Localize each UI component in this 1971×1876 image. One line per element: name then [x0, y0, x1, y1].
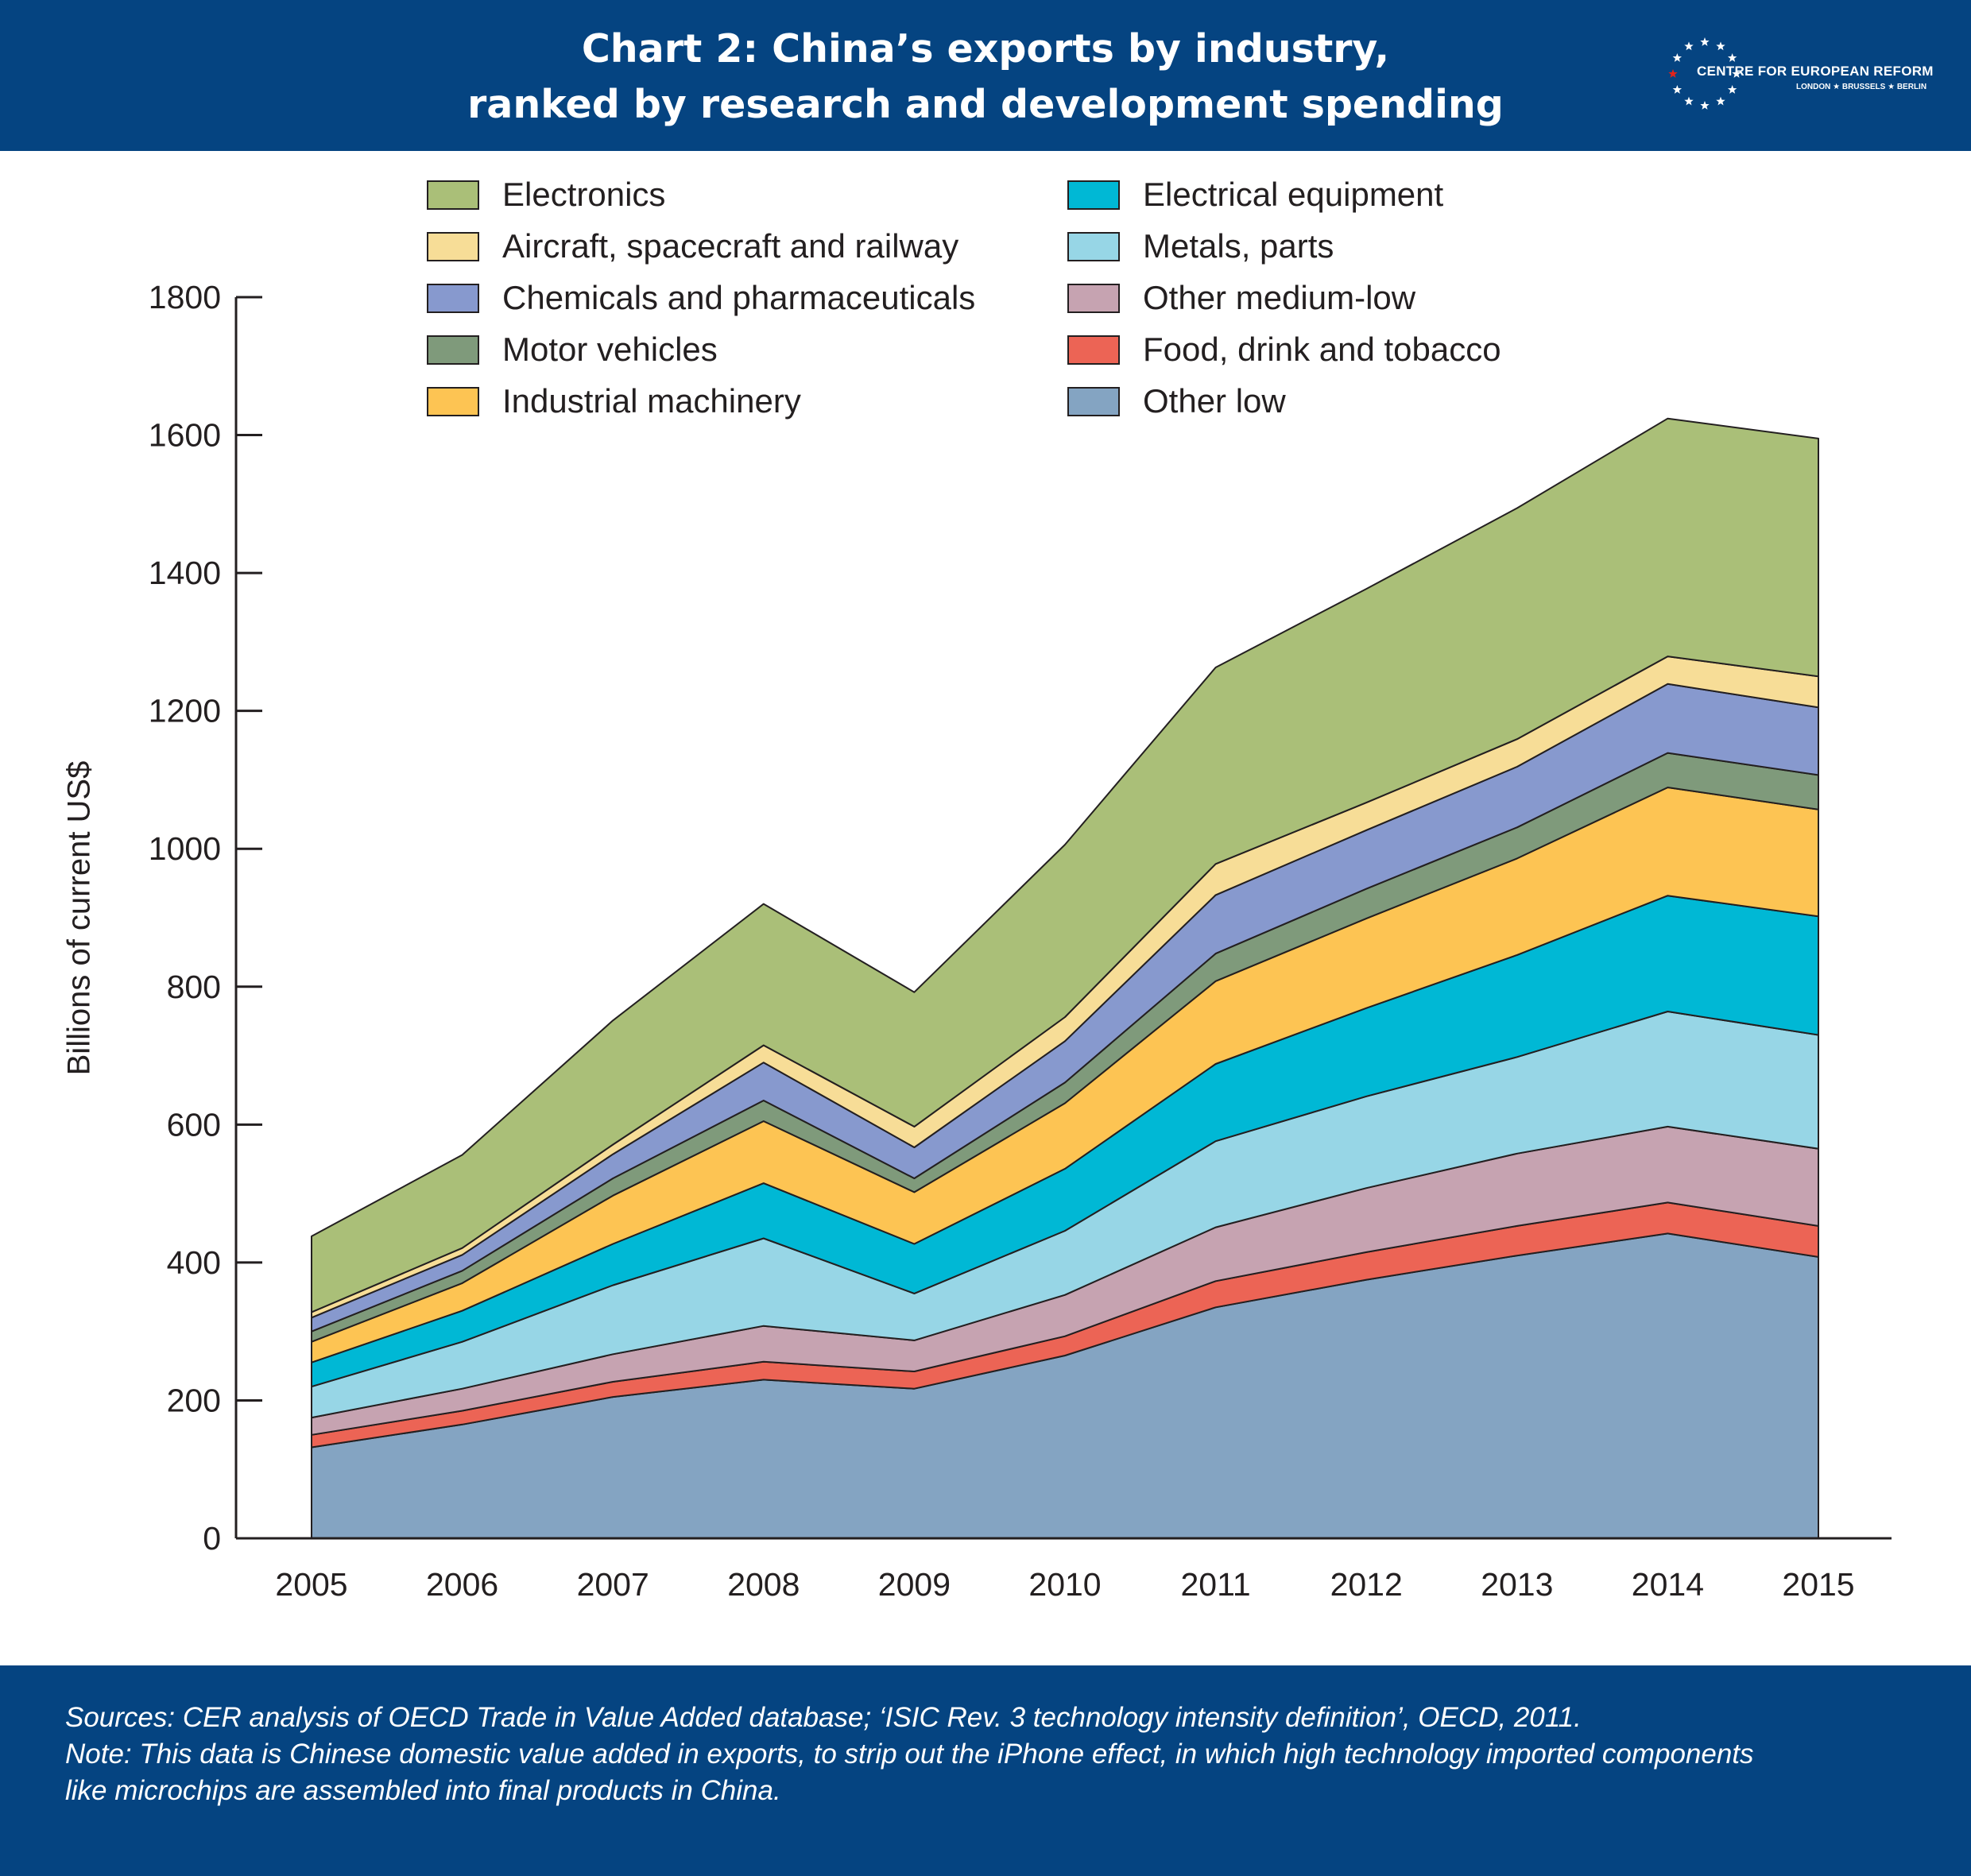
legend-swatch-other-low — [1067, 387, 1120, 416]
logo-star — [1732, 69, 1741, 78]
x-tick-label: 2011 — [1181, 1566, 1251, 1603]
legend-label-food-drink-and-tobacco: Food, drink and tobacco — [1143, 331, 1501, 368]
eu-star-circle-icon — [1668, 37, 1741, 110]
logo-star — [1684, 96, 1694, 106]
stacked-area-chart: 0 200 400 600 800 1000 1200 1400 1600 1800 2005 200… — [149, 176, 1892, 1603]
legend-swatch-food-drink-and-tobacco — [1067, 335, 1120, 365]
x-tick-label: 2005 — [275, 1566, 347, 1603]
legend-swatch-electrical-equipment — [1067, 180, 1120, 210]
logo-star — [1716, 96, 1725, 106]
logo-star — [1716, 41, 1725, 51]
cer-logo: CENTRE FOR EUROPEAN REFORM LONDON ★ BRUS… — [1661, 30, 1947, 118]
legend-label-aircraft-spacecraft-and-railway: Aircraft, spacecraft and railway — [502, 227, 958, 265]
legend-label-metals-parts: Metals, parts — [1143, 227, 1334, 265]
area-electronics — [311, 417, 1819, 1313]
logo-star — [1700, 37, 1710, 46]
logo-name: CENTRE FOR EUROPEAN REFORM — [1697, 64, 1934, 79]
legend-swatch-metals-parts — [1067, 232, 1120, 261]
y-tick-label: 600 — [167, 1106, 221, 1143]
legend-swatch-other-medium-low — [1067, 284, 1120, 313]
logo-star — [1727, 85, 1737, 94]
x-tick-label: 2007 — [577, 1566, 649, 1603]
y-tick-label: 1400 — [149, 555, 221, 591]
x-tick-label: 2009 — [878, 1566, 951, 1603]
note-line-1: Note: This data is Chinese domestic valu… — [65, 1739, 1754, 1770]
legend-label-industrial-machinery: Industrial machinery — [502, 382, 801, 420]
chart-areas — [311, 417, 1819, 1539]
legend-label-electronics: Electronics — [502, 176, 665, 213]
legend-swatch-motor-vehicles — [427, 335, 479, 365]
x-tick-label: 2012 — [1330, 1566, 1403, 1603]
legend-label-chemicals-and-pharmaceuticals: Chemicals and pharmaceuticals — [502, 279, 975, 316]
legend-swatch-chemicals-and-pharmaceuticals — [427, 284, 479, 313]
y-tick-label: 0 — [203, 1520, 221, 1557]
y-axis-label: Billions of current US$ — [61, 760, 97, 1075]
footer-banner: Sources: CER analysis of OECD Trade in V… — [0, 1665, 1971, 1876]
x-tick-label: 2013 — [1481, 1566, 1553, 1603]
x-tick-label: 2010 — [1028, 1566, 1101, 1603]
note-line-2: like microchips are assembled into final… — [65, 1775, 781, 1806]
y-tick-label: 200 — [167, 1382, 221, 1418]
y-tick-label: 1200 — [149, 693, 221, 729]
legend-swatch-industrial-machinery — [427, 387, 479, 416]
logo-star — [1700, 101, 1710, 110]
chart-title-line-1: Chart 2: China’s exports by industry, — [581, 26, 1390, 72]
x-tick-label: 2015 — [1782, 1566, 1854, 1603]
logo-star — [1684, 41, 1694, 51]
chart-axes: 0 200 400 600 800 1000 1200 1400 1600 1800 2005 200… — [149, 279, 1892, 1603]
y-tick-label: 1800 — [149, 279, 221, 315]
y-tick-label: 1000 — [149, 830, 221, 867]
legend-swatch-aircraft-spacecraft-and-railway — [427, 232, 479, 261]
logo-star — [1672, 53, 1683, 62]
legend-label-electrical-equipment: Electrical equipment — [1143, 176, 1444, 213]
chart-title-line-2: ranked by research and development spend… — [467, 82, 1504, 127]
y-tick-label: 400 — [167, 1244, 221, 1281]
sources-text: Sources: CER analysis of OECD Trade in V… — [65, 1702, 1582, 1733]
logo-star — [1727, 53, 1737, 62]
legend-label-other-medium-low: Other medium-low — [1143, 279, 1416, 316]
x-tick-label: 2014 — [1632, 1566, 1704, 1603]
legend-label-motor-vehicles: Motor vehicles — [502, 331, 718, 368]
logo-star — [1672, 85, 1683, 94]
logo-cities: LONDON ★ BRUSSELS ★ BERLIN — [1796, 83, 1927, 91]
title-banner: Chart 2: China’s exports by industry, ra… — [0, 0, 1971, 151]
x-tick-label: 2008 — [727, 1566, 800, 1603]
legend-label-other-low: Other low — [1143, 382, 1286, 420]
x-tick-label: 2006 — [426, 1566, 498, 1603]
logo-star — [1668, 69, 1678, 78]
chart-legend: Electronics Electrical equipment Aircraft,… — [427, 176, 1501, 420]
y-tick-label: 1600 — [149, 417, 221, 454]
y-tick-label: 800 — [167, 969, 221, 1005]
legend-swatch-electronics — [427, 180, 479, 210]
